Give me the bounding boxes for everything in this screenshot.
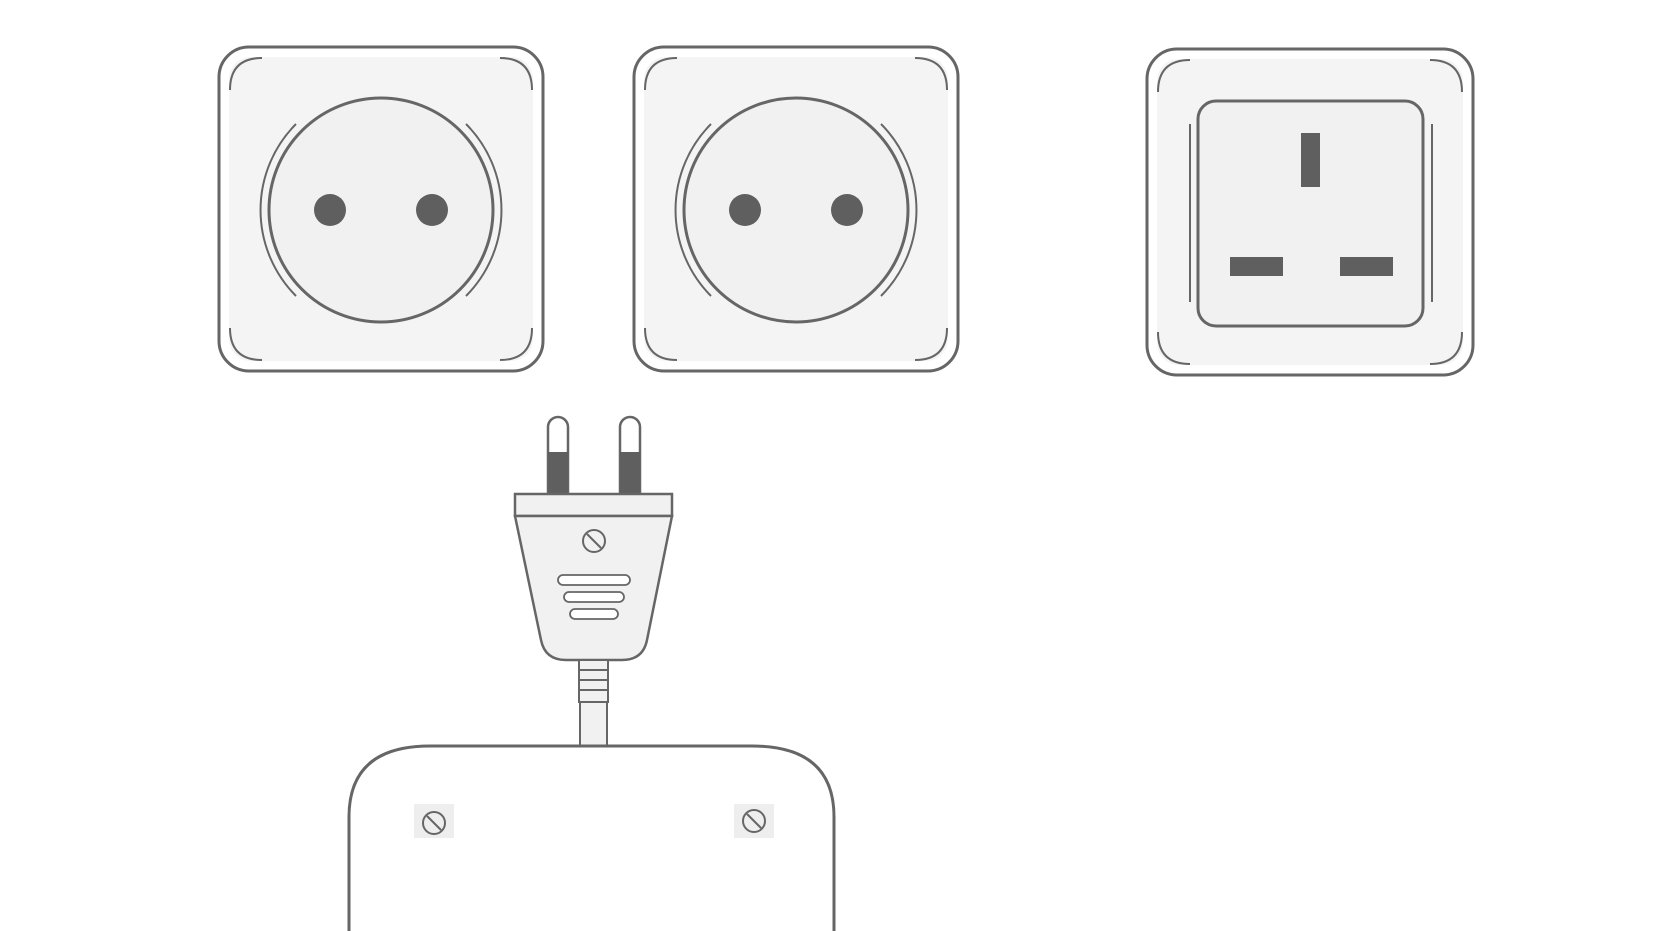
- type-c-socket-middle: [632, 45, 960, 373]
- earth-pin-slot: [1301, 133, 1320, 187]
- socket-pin-hole-right: [831, 194, 863, 226]
- socket-pin-hole-left: [729, 194, 761, 226]
- live-pin-slot: [1230, 257, 1283, 276]
- type-c-socket-left: [217, 45, 545, 373]
- europlug: [513, 415, 674, 747]
- screw-icon: [414, 804, 454, 838]
- plug-pin-left: [546, 415, 570, 496]
- power-adapter-body: [347, 744, 836, 931]
- screw-icon: [734, 804, 774, 838]
- neutral-pin-slot: [1340, 257, 1393, 276]
- type-g-socket: [1145, 47, 1475, 377]
- screw-icon: [582, 529, 606, 553]
- plug-cord: [578, 659, 609, 747]
- plug-pin-right: [618, 415, 642, 496]
- socket-pin-hole-right: [416, 194, 448, 226]
- plug-grip-lines: [557, 574, 631, 620]
- socket-pin-hole-left: [314, 194, 346, 226]
